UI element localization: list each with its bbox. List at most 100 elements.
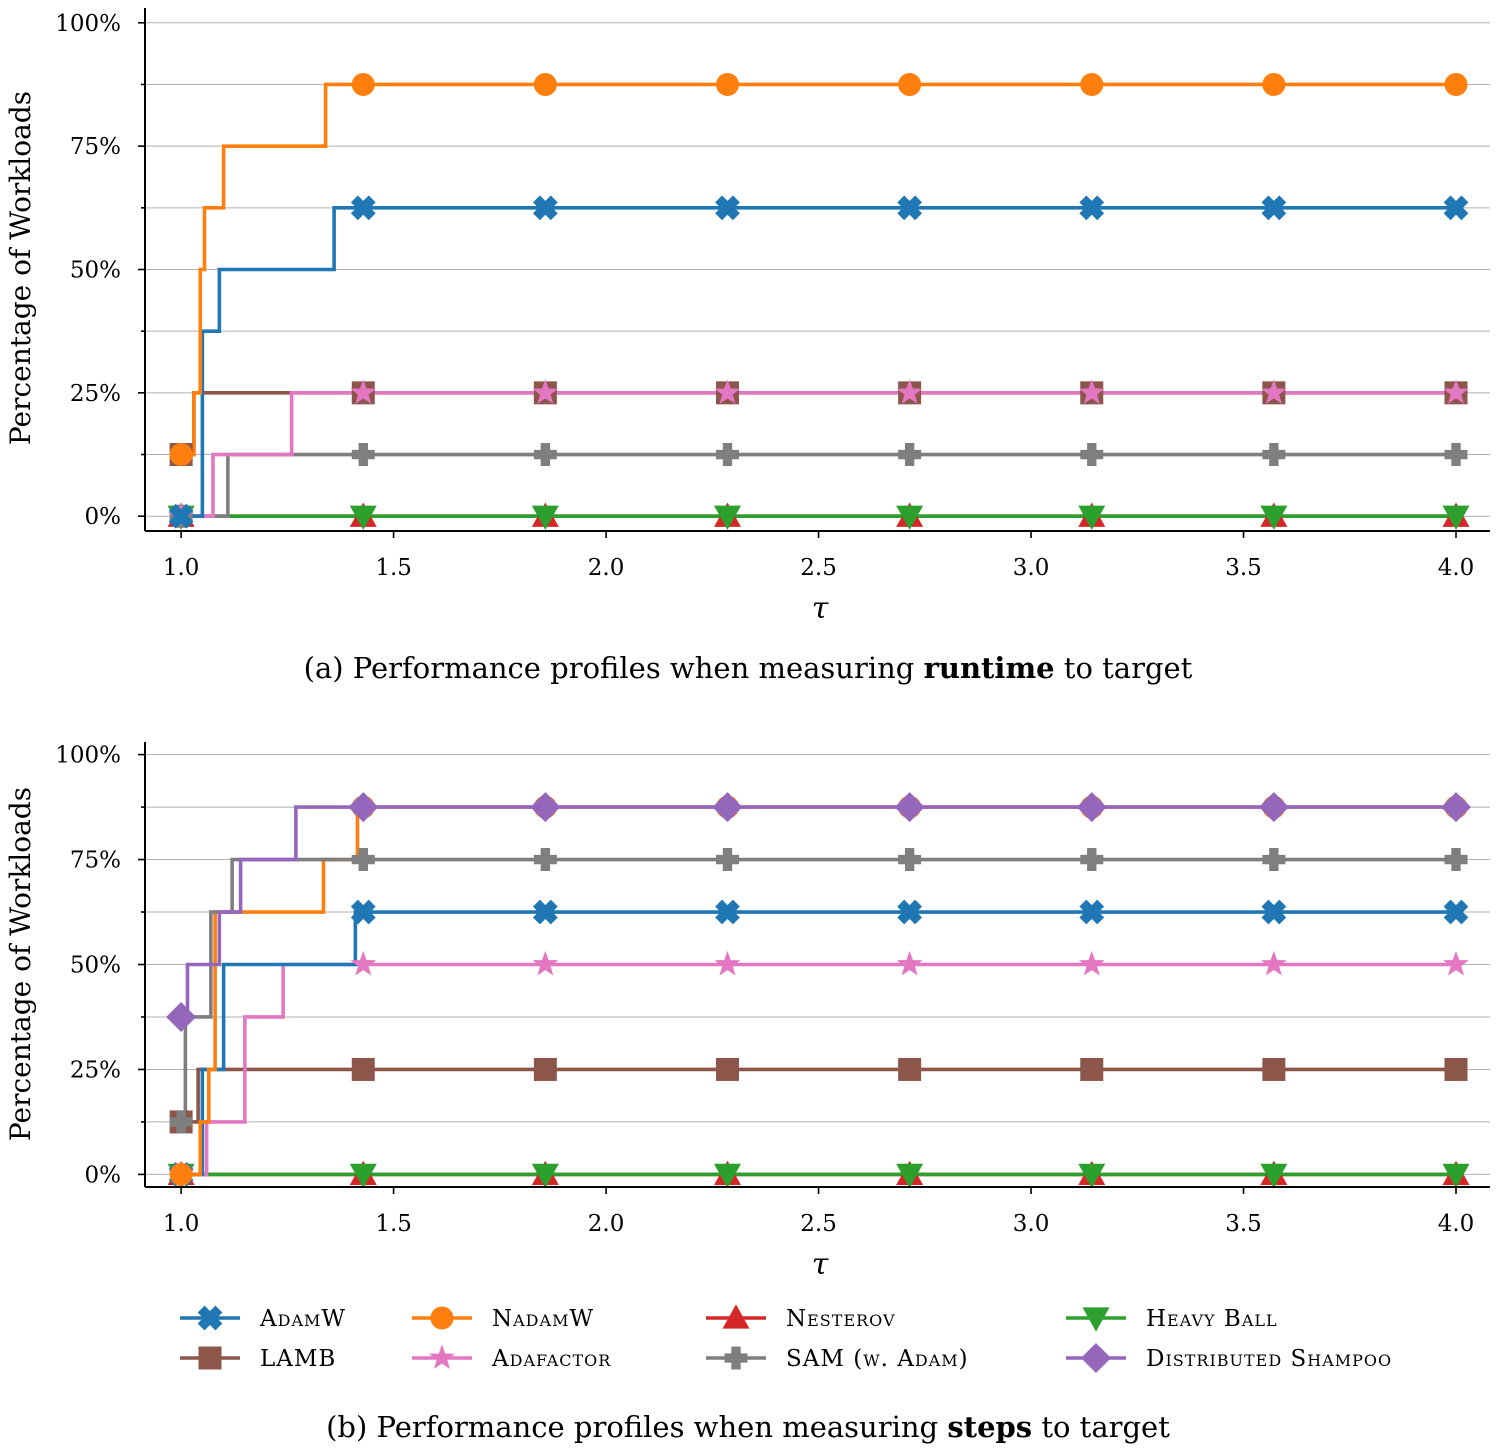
panel-a: 0% 25% 50% 75% 100% 1.0 1.5 2.0 2.5 3.0 3.5 4.0 Per… [4,8,1490,685]
caption-b-bold: steps [947,1410,1032,1444]
marker-sam-a [351,443,375,467]
marker-adamw-a [350,195,376,221]
marker-heavyball-b [1078,1163,1106,1189]
marker-nadamw-a [715,72,739,96]
marker-adamw-b-shape [897,899,923,925]
marker-shampoo-b [166,1001,197,1032]
x-tick-label-b: 4.0 [1438,1211,1475,1237]
x-tick-label-b: 2.5 [800,1211,837,1237]
marker-shampoo-b [530,792,561,823]
marker-adafactor-a [714,379,741,404]
marker-adafactor-a [896,379,923,404]
legend-item-adafactor: Adafactor [412,1344,611,1372]
marker-heavyball-a [349,505,377,530]
marker-heavyball-a [1260,505,1288,530]
marker-sam-a [1444,443,1468,467]
marker-heavyball-a [713,505,741,530]
marker-sam-a [1262,443,1286,467]
legend-marker-heavyball [1082,1307,1110,1332]
marker-heavyball-a [896,505,924,530]
marker-shampoo-b [1258,792,1289,823]
marker-adamw-a [168,503,194,529]
legend-item-shampoo: Distributed Shampoo [1066,1342,1392,1374]
marker-adamw-a-shape [715,195,740,221]
legend-label-adamw: AdamW [259,1306,346,1332]
legend-marker-lamb [198,1346,222,1370]
x-tick-label-b: 1.5 [375,1211,412,1237]
marker-sam-a [533,443,557,467]
marker-adafactor-a [532,379,559,404]
marker-adamw-a [1261,195,1287,221]
marker-adamw-b [532,899,558,925]
marker-adafactor-a [350,379,377,404]
y-tick-label-a: 25% [70,381,121,407]
x-tick-label-b: 3.0 [1013,1211,1050,1237]
marker-lamb-b [715,1057,739,1081]
legend-marker-shampoo [1080,1342,1112,1374]
marker-sam-b [1080,848,1104,872]
y-tick-label-a: 50% [70,258,121,284]
y-axis-label-b: Percentage of Workloads [4,787,37,1141]
legend-label-lamb: LAMB [260,1346,336,1372]
legend-label-nadamw: NadamW [492,1306,594,1332]
marker-adamw-b [1443,899,1469,925]
marker-adafactor-a [1078,379,1105,404]
y-tick-label-b: 75% [70,848,121,874]
series-line-nadamw-a [181,82,1456,457]
marker-adafactor-b [714,950,741,976]
marker-shampoo-b [1076,792,1107,823]
marker-adamw-a-shape [1079,195,1105,221]
x-tick-label-a: 4.0 [1438,555,1475,581]
x-tick-label-b: 3.5 [1225,1211,1262,1237]
x-tick-label-a: 1.5 [375,555,412,581]
marker-heavyball-a [1078,505,1106,530]
marker-adamw-b-shape [1079,899,1105,925]
marker-heavyball-b [531,1163,559,1189]
marker-sam-b [898,848,922,872]
marker-sam-a [898,443,922,467]
marker-adamw-b [1079,899,1105,925]
y-tick-label-a: 75% [70,134,121,160]
marker-adamw-b-shape [1261,899,1287,925]
legend-marker-adamw [197,1305,223,1331]
marker-lamb-b [1080,1057,1104,1081]
marker-heavyball-b [349,1163,377,1189]
marker-sam-b [351,848,375,872]
marker-sam-b [1444,848,1468,872]
caption-a: (a) Performance profiles when measuring … [304,651,1193,685]
x-axis-label-a: τ [812,591,829,626]
x-tick-label-a: 3.0 [1013,555,1050,581]
marker-heavyball-a [1442,505,1470,530]
caption-a-prefix: (a) Performance profiles when measuring [304,651,924,685]
marker-adafactor-b [532,950,559,976]
y-tick-label-b: 50% [70,953,121,979]
x-tick-label-a: 2.5 [800,555,837,581]
marker-adamw-b-shape [1443,899,1469,925]
marker-nadamw-a [1262,72,1286,96]
marker-nadamw-a [169,443,193,467]
series-line-adafactor-a [181,391,1456,518]
marker-sam-b [169,1110,193,1134]
marker-nadamw-a [533,72,557,96]
marker-adamw-b-shape [350,899,376,925]
series-line-adamw-a [181,206,1456,518]
marker-adamw-a [897,195,923,221]
marker-adafactor-b [1078,950,1105,976]
marker-adafactor-a [1443,379,1469,404]
y-tick-label-b: 100% [55,743,121,769]
marker-lamb-b [898,1057,922,1081]
legend-item-heavyball: Heavy Ball [1066,1306,1277,1332]
legend-label-adafactor: Adafactor [491,1346,611,1372]
legend-label-nesterov: Nesterov [786,1306,896,1332]
marker-adamw-a [1079,195,1105,221]
caption-a-bold: runtime [924,651,1055,685]
marker-adafactor-b [350,950,377,976]
marker-adamw-a [532,195,558,221]
marker-nadamw-a [1080,72,1104,96]
legend-label-shampoo: Distributed Shampoo [1146,1346,1392,1372]
legend-marker-adamw-shape [197,1305,223,1331]
legend-item-sam: SAM (w. Adam) [706,1346,968,1372]
marker-adamw-b-shape [532,899,558,925]
series-line-sam-b [181,857,1456,1124]
legend-marker-nadamw [430,1306,454,1330]
